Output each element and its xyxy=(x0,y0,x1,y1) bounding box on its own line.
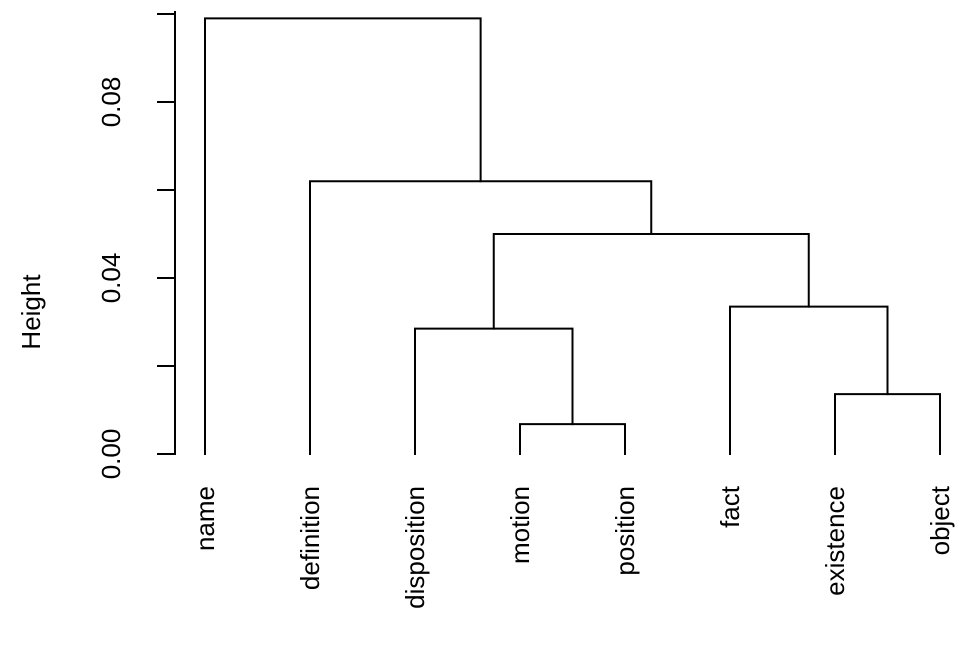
dendrogram-link xyxy=(492,233,810,330)
dendrogram-links xyxy=(204,17,941,455)
dendrogram-link xyxy=(729,305,889,455)
leaf-label-name: name xyxy=(190,486,220,551)
dendrogram-link xyxy=(309,180,653,455)
leaf-label-disposition: disposition xyxy=(400,486,430,609)
y-axis-title: Height xyxy=(16,274,46,350)
leaf-label-position: position xyxy=(610,486,640,576)
y-axis-ticks: 0.00 0.04 0.08 xyxy=(96,13,176,480)
leaf-label-existence: existence xyxy=(820,486,850,596)
leaf-label-motion: motion xyxy=(505,486,535,564)
y-tick-label: 0.08 xyxy=(96,77,126,128)
dendrogram-link xyxy=(834,393,941,455)
leaf-label-definition: definition xyxy=(295,486,325,590)
dendrogram-link xyxy=(519,423,626,455)
y-tick-label: 0.00 xyxy=(96,429,126,480)
leaf-label-object: object xyxy=(925,485,955,555)
dendrogram-link xyxy=(414,327,574,455)
leaf-labels: name definition disposition motion position f… xyxy=(190,485,955,609)
leaf-label-fact: fact xyxy=(715,485,745,528)
dendrogram-link xyxy=(204,17,482,455)
y-tick-label: 0.04 xyxy=(96,253,126,304)
